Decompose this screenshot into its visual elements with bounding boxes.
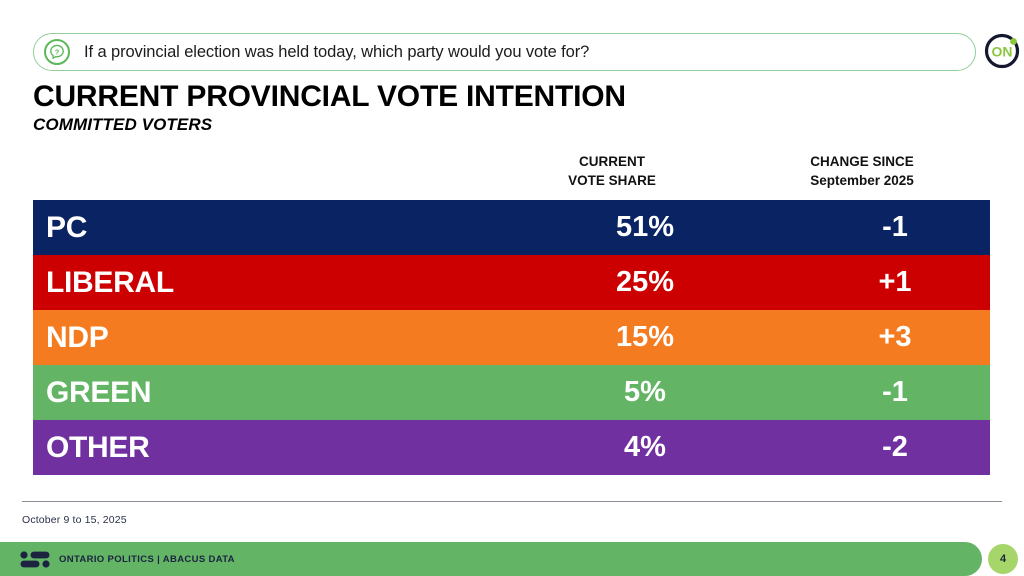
table-row: OTHER 4% -2 xyxy=(33,420,990,475)
brand-label: ONTARIO POLITICS | ABACUS DATA xyxy=(59,553,235,565)
page-number-badge: 4 xyxy=(988,544,1018,574)
vote-intention-table: PC 51% -1 LIBERAL 25% +1 NDP 15% +3 GREE… xyxy=(33,200,990,475)
party-label: GREEN xyxy=(46,375,152,409)
table-row: NDP 15% +3 xyxy=(33,310,990,365)
question-bar: ? If a provincial election was held toda… xyxy=(33,33,976,71)
page-subtitle: COMMITTED VOTERS xyxy=(33,115,213,134)
change-value: +1 xyxy=(878,266,912,298)
table-row: PC 51% -1 xyxy=(33,200,990,255)
vote-share-value: 25% xyxy=(615,266,675,298)
svg-text:ON: ON xyxy=(992,44,1013,60)
province-badge-on: ON xyxy=(982,31,1022,71)
party-label: LIBERAL xyxy=(46,265,174,299)
page-title: CURRENT PROVINCIAL VOTE INTENTION xyxy=(33,80,626,113)
svg-text:?: ? xyxy=(55,47,60,56)
column-header-vote-share-line1: CURRENT xyxy=(579,154,645,169)
vote-share-value: 4% xyxy=(624,431,666,463)
survey-date-range: October 9 to 15, 2025 xyxy=(22,514,127,526)
party-label: NDP xyxy=(46,320,109,354)
change-value: -1 xyxy=(882,376,908,408)
vote-share-value: 5% xyxy=(624,376,666,408)
bottom-brand-bar: ONTARIO POLITICS | ABACUS DATA xyxy=(0,542,982,576)
table-row: GREEN 5% -1 xyxy=(33,365,990,420)
column-header-vote-share: CURRENT VOTE SHARE xyxy=(512,152,712,190)
abacus-logo xyxy=(20,550,50,568)
question-text: If a provincial election was held today,… xyxy=(84,42,590,61)
column-header-change: CHANGE SINCE September 2025 xyxy=(762,152,962,190)
column-header-change-line1: CHANGE SINCE xyxy=(810,154,914,169)
change-value: -2 xyxy=(882,431,908,463)
party-label: PC xyxy=(46,210,88,244)
footer-divider xyxy=(22,501,1002,502)
question-bubble-icon: ? xyxy=(44,39,70,65)
table-row: LIBERAL 25% +1 xyxy=(33,255,990,310)
vote-share-value: 15% xyxy=(615,321,675,353)
change-value: -1 xyxy=(882,211,908,243)
change-value: +3 xyxy=(878,321,912,353)
party-label: OTHER xyxy=(46,430,150,464)
column-header-vote-share-line2: VOTE SHARE xyxy=(568,173,656,189)
vote-share-value: 51% xyxy=(615,211,675,243)
column-header-change-line2: September 2025 xyxy=(810,173,914,189)
